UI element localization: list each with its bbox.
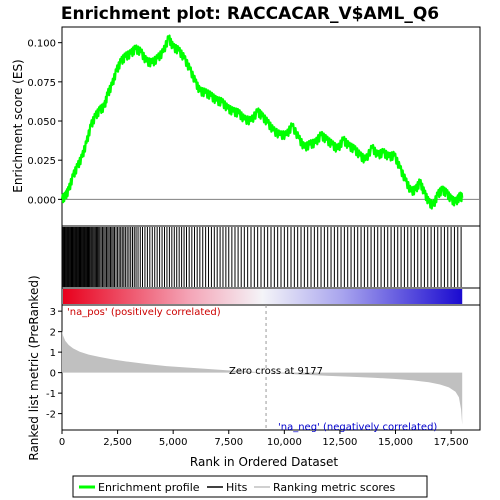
x-tick-label: 2,500 [103,437,132,448]
hits-layer [61,227,462,287]
neg-label: 'na_neg' (negatively correlated) [278,422,437,433]
x-tick-label: 12,500 [322,437,357,448]
metric-y-tick-label: 3 [50,307,56,318]
colorbar-fill [63,289,463,304]
ranking-metric-area [62,330,463,425]
metric-y-tick-label: -2 [46,410,56,421]
es-axis-label: Enrichment score (ES) [11,59,25,192]
legend-hits-label: Hits [226,481,248,494]
legend-box [72,475,428,498]
chart-title: Enrichment plot: RACCACAR_V$AML_Q6 [61,4,439,24]
enrichment-profile-line [60,34,464,210]
x-tick-label: 17,500 [434,437,469,448]
metric-axis-label: Ranked list metric (PreRanked) [27,275,41,460]
x-tick-label: 5,000 [159,437,188,448]
legend-metric-label: Ranking metric scores [273,481,395,494]
metric-layer [62,305,463,430]
x-tick-label: 10,000 [267,437,302,448]
legend: Enrichment profile Hits Ranking metric s… [72,475,428,498]
metric-y-tick-label: 2 [50,328,56,339]
es-y-tick-label: 0.000 [27,195,56,206]
es-y-tick-label: 0.100 [27,39,56,50]
metric-y-tick-label: -1 [46,389,56,400]
es-layer [60,34,480,210]
es-y-tick-label: 0.075 [27,78,56,89]
colorbar-layer [63,289,463,304]
es-y-tick-label: 0.050 [27,117,56,128]
metric-y-tick-label: 1 [50,348,56,359]
es-y-tick-label: 0.025 [27,156,56,167]
zero-cross-label: Zero cross at 9177 [229,366,323,377]
x-tick-label: 7,500 [214,437,243,448]
pos-label: 'na_pos' (positively correlated) [67,307,221,318]
x-tick-label: 15,000 [378,437,413,448]
axis-layer: 0.000 0.025 0.050 0.075 0.100 -2 -1 0 1 2 3 0 2,500 5… [27,39,468,448]
metric-y-tick-label: 0 [50,369,56,380]
x-axis-label: Rank in Ordered Dataset [190,455,338,469]
x-tick-label: 0 [59,437,65,448]
legend-enrichment-label: Enrichment profile [98,481,200,494]
